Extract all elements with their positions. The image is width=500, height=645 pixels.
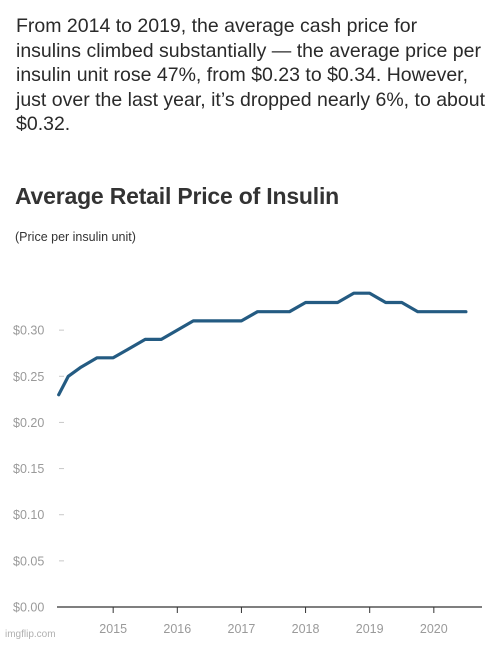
intro-paragraph: From 2014 to 2019, the average cash pric… <box>16 15 485 135</box>
x-tick-label: 2017 <box>228 622 256 636</box>
y-tick-label: $0.15 <box>13 462 44 476</box>
y-tick-label: $0.20 <box>13 416 44 430</box>
x-tick-label: 2018 <box>292 622 320 636</box>
imgflip-watermark: imgflip.com <box>5 629 56 640</box>
x-tick-label: 2020 <box>420 622 448 636</box>
y-tick-label: $0.10 <box>13 508 44 522</box>
y-tick-label: $0.25 <box>13 370 44 384</box>
chart-title: Average Retail Price of Insulin <box>15 183 339 209</box>
series-line <box>57 291 468 397</box>
chart-subtitle: (Price per insulin unit) <box>15 230 136 244</box>
x-tick-label: 2019 <box>356 622 384 636</box>
y-tick-label: $0.30 <box>13 324 44 338</box>
x-tick-label: 2016 <box>163 622 191 636</box>
y-tick-label: $0.05 <box>13 554 44 568</box>
y-tick-label: $0.00 <box>13 601 44 615</box>
x-tick-label: 2015 <box>99 622 127 636</box>
